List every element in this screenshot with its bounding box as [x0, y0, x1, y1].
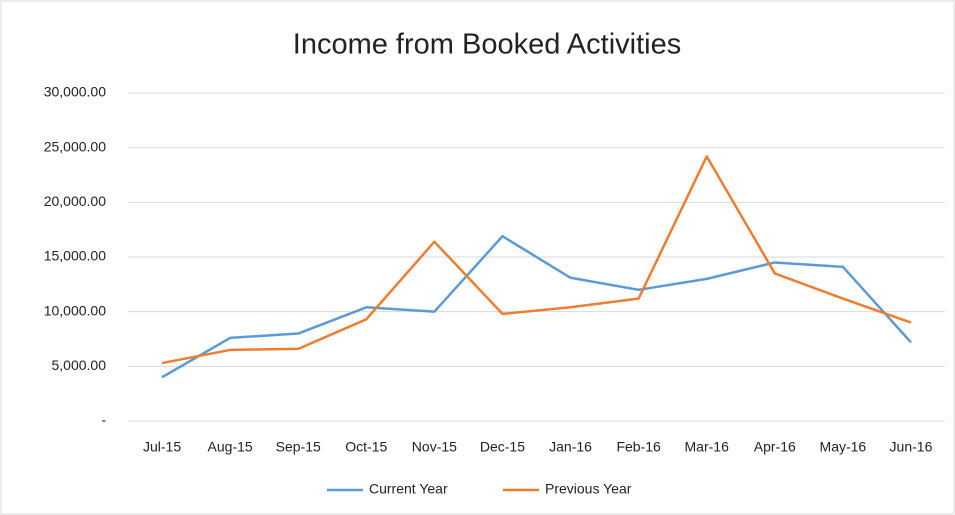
chart-title: Income from Booked Activities: [293, 29, 681, 61]
y-tick-label: 30,000.00: [44, 84, 106, 100]
x-tick-label: Dec-15: [480, 439, 525, 455]
x-tick-label: Mar-16: [685, 439, 730, 455]
x-tick-label: Jun-16: [890, 439, 933, 455]
y-tick-label: 5,000.00: [52, 357, 107, 373]
x-tick-label: Jul-15: [143, 439, 181, 455]
x-tick-label: Feb-16: [616, 439, 661, 455]
y-tick-label: -: [101, 412, 106, 428]
legend-label: Previous Year: [545, 481, 632, 497]
x-tick-label: Sep-15: [276, 439, 321, 455]
x-tick-label: Jan-16: [549, 439, 592, 455]
series-line: [161, 155, 912, 365]
x-tick-label: May-16: [820, 439, 867, 455]
y-tick-label: 10,000.00: [44, 302, 106, 318]
x-tick-label: Oct-15: [345, 439, 387, 455]
y-tick-label: 15,000.00: [44, 248, 106, 264]
x-tick-label: Apr-16: [754, 439, 796, 455]
y-tick-label: 25,000.00: [44, 138, 106, 154]
legend-label: Current Year: [369, 481, 448, 497]
x-tick-label: Nov-15: [412, 439, 457, 455]
x-tick-label: Aug-15: [208, 439, 253, 455]
y-tick-label: 20,000.00: [44, 193, 106, 209]
series-line: [161, 234, 912, 379]
